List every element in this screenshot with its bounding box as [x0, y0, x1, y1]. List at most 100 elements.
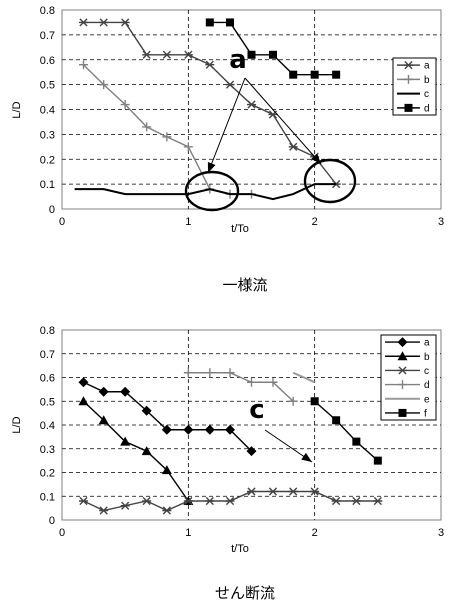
- series-group: [74, 18, 341, 201]
- data-point-a: [225, 80, 235, 89]
- data-point-c: [225, 496, 235, 506]
- y-tick-label: 0.4: [40, 105, 55, 117]
- data-point-b: [161, 465, 172, 475]
- data-point-d: [289, 70, 298, 79]
- data-point-a: [225, 424, 236, 435]
- y-axis-label: L/D: [11, 101, 23, 118]
- y-tick-label: 0.4: [40, 420, 55, 432]
- legend-box: [380, 334, 437, 421]
- data-point-c: [268, 487, 278, 496]
- series-line-e: [292, 371, 316, 384]
- annotation-label: a: [229, 45, 247, 75]
- data-point-f: [352, 437, 361, 446]
- chart-caption: 一様流: [222, 276, 267, 294]
- legend-label-b: b: [424, 352, 430, 363]
- data-point-b: [120, 100, 130, 110]
- series-line-b: [82, 400, 189, 502]
- data-point-b: [78, 396, 89, 406]
- data-point-a: [247, 100, 256, 109]
- data-point-f: [332, 416, 341, 425]
- data-point-c: [205, 496, 215, 506]
- data-point-b: [142, 122, 152, 132]
- x-axis-label: t/To: [231, 223, 249, 235]
- y-tick-label: 0.8: [40, 5, 55, 17]
- data-point-b: [78, 60, 88, 70]
- data-point-a: [99, 18, 109, 27]
- data-point-c: [331, 496, 341, 506]
- data-point-a: [78, 377, 89, 388]
- x-axis-label: t/To: [231, 543, 249, 555]
- data-point-a: [205, 60, 215, 69]
- x-tick-label: 2: [312, 216, 318, 228]
- data-point-c: [351, 496, 361, 506]
- legend-label-c: c: [424, 89, 429, 100]
- annotation-arrow-line: [207, 77, 246, 174]
- series-group: [78, 368, 383, 515]
- legend-marker-d: [404, 103, 413, 112]
- x-tick-label: 2: [312, 527, 318, 539]
- data-point-d: [268, 377, 278, 387]
- y-tick-label: 0: [49, 204, 55, 216]
- data-point-c: [183, 496, 193, 506]
- legend-marker-c: [398, 366, 407, 375]
- data-point-a: [162, 50, 172, 59]
- y-tick-label: 0.7: [40, 30, 55, 42]
- legend-marker-d: [398, 380, 407, 390]
- x-tick-label: 3: [438, 527, 444, 539]
- y-tick-label: 0.8: [40, 325, 55, 337]
- data-point-d: [205, 368, 215, 378]
- legend-label-a: a: [424, 61, 430, 72]
- data-point-d: [310, 70, 319, 79]
- data-point-d: [225, 368, 235, 378]
- y-tick-label: 0.5: [40, 80, 55, 92]
- data-point-d: [268, 50, 277, 59]
- y-tick-label: 0.2: [40, 154, 55, 166]
- data-point-f: [373, 456, 382, 465]
- data-point-a: [288, 142, 298, 151]
- data-point-d: [247, 50, 256, 59]
- data-point-c: [78, 496, 88, 506]
- legend-marker-a: [404, 61, 413, 70]
- data-point-a: [183, 50, 193, 59]
- data-point-c: [99, 506, 109, 515]
- legend-label-e: e: [424, 394, 430, 405]
- annotation-label: c: [249, 395, 264, 425]
- data-point-c: [142, 496, 152, 506]
- annotation-ellipse: [184, 170, 240, 212]
- data-point-b: [120, 436, 131, 446]
- legend-label-c: c: [424, 366, 429, 377]
- y-tick-label: 0.3: [40, 129, 55, 141]
- data-point-b: [98, 415, 109, 425]
- data-point-a: [98, 386, 109, 397]
- data-point-d: [332, 70, 341, 79]
- data-point-d: [205, 18, 214, 27]
- data-point-d: [288, 396, 298, 406]
- annotation-arrow-line: [244, 77, 322, 165]
- legend-label-d: d: [424, 380, 430, 391]
- legend-label-d: d: [424, 103, 430, 114]
- data-point-b: [141, 446, 152, 456]
- axes: 0 0.1 0.2 0.3 0.4 0.5 0.6 0.7 0.8 0 1 2 3: [40, 325, 444, 539]
- annotation-group: c: [249, 395, 313, 463]
- data-point-a: [142, 50, 152, 59]
- annotation-group: a: [184, 45, 357, 212]
- axes: 0 0.1 0.2 0.3 0.4 0.5 0.6 0.7 0.8 0 1 2 3: [40, 5, 444, 228]
- legend-marker-b: [397, 351, 408, 361]
- x-tick-label: 1: [185, 216, 191, 228]
- data-point-a: [246, 446, 257, 457]
- legend-label-f: f: [424, 408, 427, 419]
- grid: [62, 330, 441, 520]
- data-point-a: [141, 405, 152, 416]
- legend-marker-b: [404, 74, 413, 84]
- data-point-a: [78, 18, 88, 27]
- x-tick-label: 3: [438, 216, 444, 228]
- legend-label-b: b: [424, 75, 430, 86]
- data-point-d: [226, 18, 235, 27]
- grid: [62, 10, 441, 209]
- legend-marker-a: [397, 337, 408, 348]
- data-point-c: [120, 501, 130, 510]
